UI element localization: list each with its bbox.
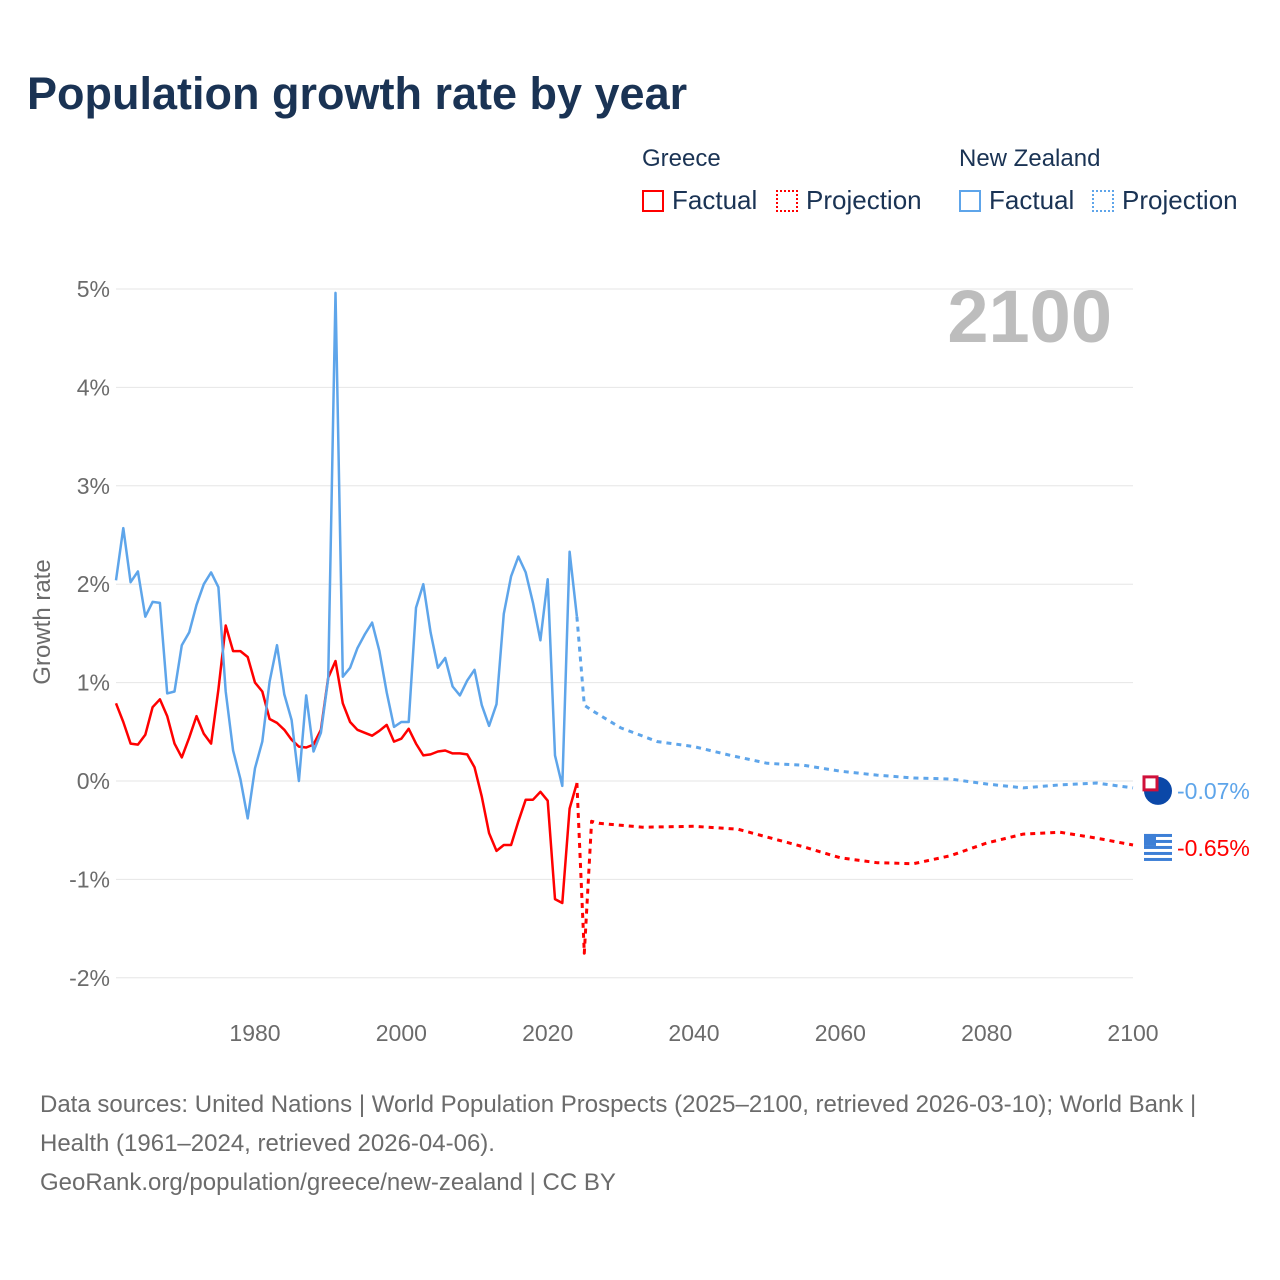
legend-swatch-dotted bbox=[1092, 189, 1114, 212]
x-tick-label: 2000 bbox=[376, 1020, 427, 1046]
y-tick-label: 4% bbox=[77, 374, 110, 400]
x-tick-label: 1980 bbox=[229, 1020, 280, 1046]
legend-greece-factual[interactable]: Factual bbox=[642, 185, 757, 216]
legend-label: Factual bbox=[672, 185, 758, 215]
flag-stripe bbox=[1144, 845, 1172, 849]
footer-link[interactable]: GeoRank.org/population/greece/new-zealan… bbox=[40, 1169, 616, 1196]
x-tick-label: 2020 bbox=[522, 1020, 573, 1046]
x-tick-label: 2100 bbox=[1107, 1020, 1158, 1046]
legend-label: Factual bbox=[989, 185, 1075, 215]
x-tick-label: 2060 bbox=[815, 1020, 866, 1046]
flag-stripe bbox=[1144, 851, 1172, 855]
y-tick-label: 1% bbox=[77, 670, 110, 696]
y-tick-label: 5% bbox=[77, 276, 110, 302]
y-tick-label: 0% bbox=[77, 768, 110, 794]
legend-nz-projection[interactable]: Projection bbox=[1092, 185, 1238, 216]
flag-stripe bbox=[1144, 833, 1172, 837]
y-tick-label: 2% bbox=[77, 571, 110, 597]
x-tick-label: 2040 bbox=[668, 1020, 719, 1046]
footer-sources: Data sources: United Nations | World Pop… bbox=[40, 1091, 1197, 1157]
series-line-greece-factual bbox=[114, 624, 579, 905]
legend-swatch-solid bbox=[959, 189, 981, 212]
legend-greece-projection[interactable]: Projection bbox=[776, 185, 922, 216]
legend-swatch-dotted bbox=[776, 189, 798, 212]
flag-stripe bbox=[1144, 857, 1172, 861]
chart-title: Population growth rate by year bbox=[27, 68, 688, 119]
series-line-new-zealand-factual bbox=[114, 291, 579, 820]
flag-canton bbox=[1144, 833, 1156, 846]
legend-group-greece: Greece bbox=[642, 145, 721, 172]
legend-nz-factual[interactable]: Factual bbox=[959, 185, 1074, 216]
legend-group-new-zealand: New Zealand bbox=[959, 145, 1101, 172]
legend-label: Projection bbox=[1122, 185, 1238, 215]
legend-label: Projection bbox=[806, 185, 922, 215]
end-value-label: -0.65% bbox=[1177, 835, 1250, 861]
year-overlay: 2100 bbox=[947, 275, 1112, 358]
flag-stripe bbox=[1144, 839, 1172, 843]
y-axis-label: Growth rate bbox=[29, 559, 56, 684]
y-tick-label: -1% bbox=[69, 866, 110, 892]
flag-canton bbox=[1142, 775, 1159, 792]
legend-swatch-solid bbox=[642, 189, 664, 212]
end-value-label: -0.07% bbox=[1177, 778, 1250, 804]
x-tick-label: 2080 bbox=[961, 1020, 1012, 1046]
y-tick-label: 3% bbox=[77, 473, 110, 499]
y-tick-label: -2% bbox=[69, 965, 110, 991]
series-line-greece-projection bbox=[575, 782, 1134, 955]
series-line-new-zealand-projection bbox=[575, 616, 1134, 790]
